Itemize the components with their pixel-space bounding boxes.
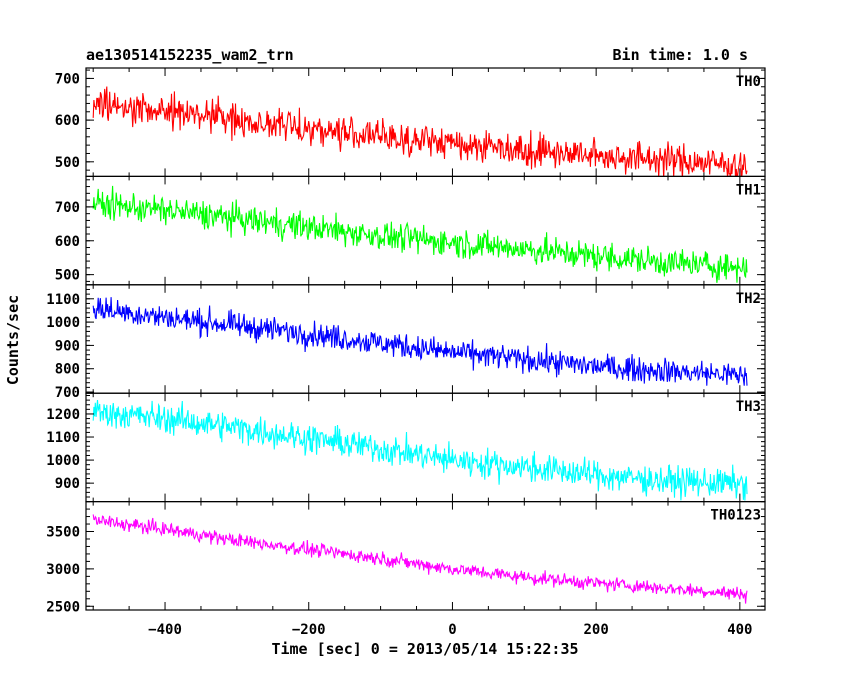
- y-tick-label: 900: [55, 476, 80, 492]
- chart-title: ae130514152235_wam2_trn: [86, 46, 294, 64]
- y-tick-label: 500: [55, 155, 80, 171]
- y-tick-label: 1000: [46, 315, 80, 331]
- y-tick-label: 1000: [46, 453, 80, 469]
- y-tick-label: 1100: [46, 430, 80, 446]
- y-tick-label: 900: [55, 338, 80, 354]
- x-tick-label: −200: [292, 622, 326, 638]
- panel-label: TH0: [736, 74, 761, 90]
- x-axis: −400 −200 0 200 400: [148, 622, 752, 638]
- series-th0-line: [92, 86, 748, 177]
- x-tick-label: −400: [148, 622, 182, 638]
- panel-label: TH1: [736, 182, 761, 198]
- panel-th3: 900 1000 1100 1200 TH3: [46, 392, 766, 503]
- panel-label: TH3: [736, 399, 761, 415]
- y-tick-label: 600: [55, 113, 80, 129]
- x-axis-label: Time [sec] 0 = 2013/05/14 15:22:35: [271, 640, 578, 658]
- y-tick-label: 500: [55, 268, 80, 284]
- y-tick-label: 2500: [46, 599, 80, 615]
- y-tick-label: 600: [55, 234, 80, 250]
- y-axis-label: Counts/sec: [4, 295, 22, 385]
- panel-th2: 700 800 900 1000 1100 TH2: [46, 284, 766, 401]
- y-tick-label: 700: [55, 385, 80, 401]
- panel-frame: [85, 501, 766, 611]
- x-tick-label: 0: [448, 622, 456, 638]
- panel-label: TH2: [736, 291, 761, 307]
- panels-group: 500 600 700 TH0 500 600 700 TH1 700 800 900 1000 110…: [46, 67, 766, 615]
- panel-th0123: 2500 3000 3500 TH0123: [46, 501, 766, 615]
- panel-label: TH0123: [710, 508, 761, 524]
- panel-th0: 500 600 700 TH0: [55, 67, 766, 178]
- bin-time-label: Bin time: 1.0 s: [613, 46, 748, 64]
- y-tick-label: 700: [55, 200, 80, 216]
- series-th1-line: [92, 185, 748, 283]
- y-tick-label: 1100: [46, 292, 80, 308]
- series-th2-line: [92, 297, 748, 386]
- series-th3-line: [92, 400, 748, 501]
- y-tick-label: 3500: [46, 525, 80, 541]
- y-tick-label: 800: [55, 362, 80, 378]
- series-th0123-line: [92, 514, 748, 604]
- x-tick-label: 200: [583, 622, 608, 638]
- y-tick-label: 700: [55, 71, 80, 87]
- panel-th1: 500 600 700 TH1: [55, 175, 766, 286]
- y-tick-label: 3000: [46, 562, 80, 578]
- y-tick-label: 1200: [46, 407, 80, 423]
- x-tick-label: 400: [727, 622, 752, 638]
